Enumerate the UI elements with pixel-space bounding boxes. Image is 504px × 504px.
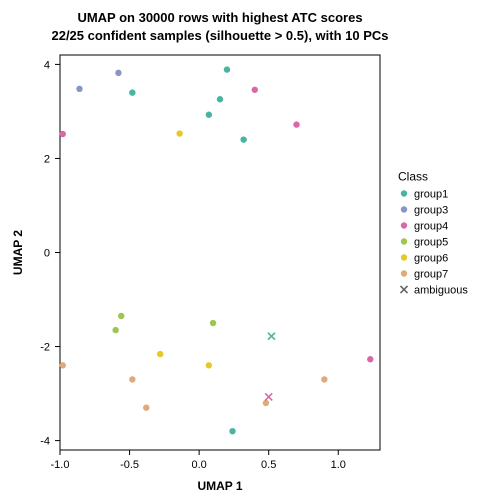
chart-svg: UMAP on 30000 rows with highest ATC scor…: [0, 0, 504, 504]
data-point: [157, 351, 163, 357]
data-point: [206, 112, 212, 118]
data-point: [210, 320, 216, 326]
data-point: [206, 362, 212, 368]
chart-title-2: 22/25 confident samples (silhouette > 0.…: [51, 28, 388, 43]
legend-label: group7: [414, 269, 448, 281]
data-point: [224, 66, 230, 72]
data-point: [115, 70, 121, 76]
legend-label: group1: [414, 189, 448, 201]
legend-marker: [401, 190, 407, 196]
data-point: [367, 356, 373, 362]
legend-marker: [401, 222, 407, 228]
data-point: [252, 87, 258, 93]
x-tick-label: -1.0: [51, 459, 70, 471]
data-point: [60, 131, 66, 137]
legend-label: group6: [414, 253, 448, 265]
data-point: [217, 96, 223, 102]
x-tick-label: 1.0: [331, 459, 346, 471]
data-point: [229, 428, 235, 434]
data-point: [60, 362, 66, 368]
data-point: [129, 376, 135, 382]
chart-title-1: UMAP on 30000 rows with highest ATC scor…: [77, 10, 362, 25]
data-point: [321, 376, 327, 382]
legend-label: group5: [414, 237, 448, 249]
umap-scatter-chart: UMAP on 30000 rows with highest ATC scor…: [0, 0, 504, 504]
legend-marker: [401, 238, 407, 244]
legend-label: group4: [414, 221, 448, 233]
legend-label: ambiguous: [414, 285, 468, 297]
x-tick-label: -0.5: [120, 459, 139, 471]
y-tick-label: -2: [40, 342, 50, 354]
plot-box: [60, 55, 380, 450]
data-point: [112, 327, 118, 333]
data-point: [143, 404, 149, 410]
legend-marker: [401, 254, 407, 260]
y-tick-label: -4: [40, 436, 50, 448]
legend-marker: [401, 206, 407, 212]
data-point: [129, 89, 135, 95]
data-point: [293, 121, 299, 127]
y-tick-label: 4: [44, 59, 50, 71]
legend-title: Class: [398, 170, 428, 184]
legend-label: group3: [414, 205, 448, 217]
x-axis-label: UMAP 1: [197, 479, 242, 493]
data-point: [176, 130, 182, 136]
data-point: [240, 136, 246, 142]
y-axis-label: UMAP 2: [11, 230, 25, 275]
x-tick-label: 0.0: [191, 459, 206, 471]
x-tick-label: 0.5: [261, 459, 276, 471]
y-tick-label: 0: [44, 248, 50, 260]
legend-marker: [401, 270, 407, 276]
data-point: [76, 86, 82, 92]
data-point: [118, 313, 124, 319]
y-tick-label: 2: [44, 153, 50, 165]
